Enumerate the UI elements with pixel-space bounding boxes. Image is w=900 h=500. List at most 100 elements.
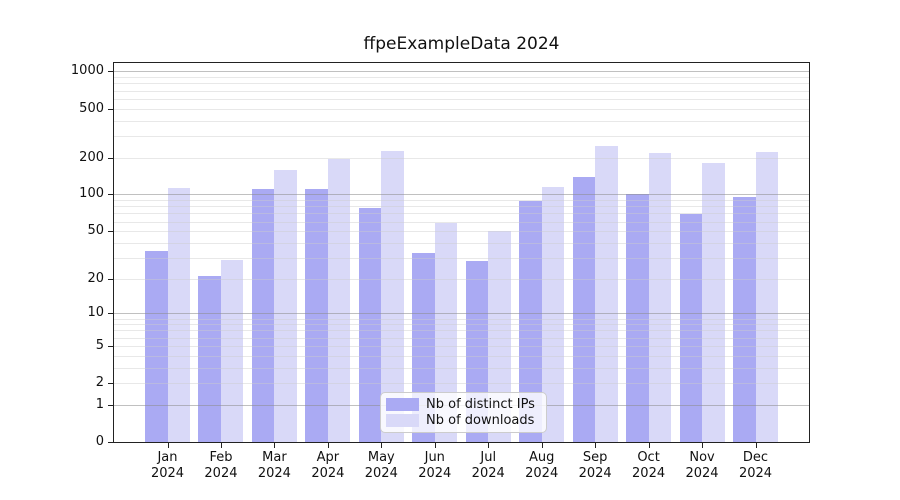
x-tick-mark	[434, 443, 436, 448]
bar-distinct-ips-sep	[572, 176, 596, 442]
bar-distinct-ips-apr	[305, 189, 328, 442]
gridline-minor	[114, 135, 809, 137]
plot-area	[113, 62, 810, 443]
gridline-minor	[114, 257, 809, 259]
gridline-minor	[114, 324, 809, 326]
x-tick-label-nov: Nov 2024	[685, 450, 719, 481]
y-tick-mark	[108, 345, 113, 347]
gridline-minor	[114, 200, 809, 202]
gridline-minor	[114, 330, 809, 332]
x-tick-mark	[755, 443, 757, 448]
x-tick-label-may: May 2024	[364, 450, 398, 481]
y-tick-mark	[108, 108, 113, 110]
y-tick-label: 20	[87, 270, 104, 286]
bar-downloads-jun	[434, 223, 458, 442]
gridline-minor	[114, 98, 809, 100]
bar-downloads-sep	[595, 145, 618, 442]
x-tick-label-mar: Mar 2024	[257, 450, 291, 481]
x-tick-mark	[167, 443, 169, 448]
x-tick-mark	[327, 443, 329, 448]
bar-downloads-may	[381, 150, 404, 442]
x-tick-label-feb: Feb 2024	[204, 450, 238, 481]
bar-distinct-ips-feb	[198, 276, 221, 442]
gridline-minor	[114, 120, 809, 122]
gridline-major	[114, 313, 809, 315]
chart-title: ffpeExampleData 2024	[363, 34, 560, 54]
y-tick-label: 2	[95, 375, 104, 391]
x-tick-label-jul: Jul 2024	[471, 450, 505, 481]
x-tick-mark	[595, 443, 597, 448]
x-tick-label-oct: Oct 2024	[632, 450, 666, 481]
bar-downloads-jan	[167, 188, 190, 442]
bar-downloads-dec	[755, 151, 778, 442]
bar-distinct-ips-aug	[519, 201, 542, 442]
gridline-minor	[114, 83, 809, 85]
gridline-minor	[114, 383, 809, 385]
y-tick-mark	[108, 404, 113, 406]
x-tick-mark	[702, 443, 704, 448]
x-tick-mark	[488, 443, 490, 448]
gridline-minor	[114, 213, 809, 215]
gridline-minor	[114, 231, 809, 233]
y-tick-mark	[108, 71, 113, 73]
x-tick-label-apr: Apr 2024	[311, 450, 345, 481]
legend-item-downloads: Nb of downloads	[386, 413, 538, 428]
gridline-major	[114, 71, 809, 73]
legend: Nb of distinct IPs Nb of downloads	[380, 392, 547, 433]
y-tick-mark	[108, 442, 113, 443]
y-tick-label: 10	[87, 305, 104, 321]
y-tick-mark	[108, 231, 113, 233]
grid-layer	[114, 63, 809, 442]
x-tick-mark	[648, 443, 650, 448]
bar-distinct-ips-jan	[145, 251, 168, 442]
y-tick-label: 100	[79, 186, 104, 202]
bar-downloads-nov	[702, 163, 725, 442]
x-tick-label-dec: Dec 2024	[738, 450, 773, 481]
y-tick-label: 5	[95, 337, 104, 353]
gridline-major	[114, 194, 809, 196]
bar-downloads-mar	[274, 170, 297, 442]
bar-distinct-ips-may	[358, 207, 382, 442]
y-tick-label: 1	[95, 396, 104, 412]
gridline-minor	[114, 221, 809, 223]
x-tick-label-jun: Jun 2024	[418, 450, 452, 481]
bar-downloads-apr	[327, 158, 351, 442]
gridline-minor	[114, 77, 809, 79]
bar-downloads-aug	[541, 187, 565, 442]
y-tick-label: 200	[79, 149, 104, 165]
gridline-minor	[114, 318, 809, 320]
bars-layer	[114, 63, 809, 442]
bar-distinct-ips-oct	[626, 194, 649, 442]
gridline-minor	[114, 242, 809, 244]
bar-downloads-jul	[488, 231, 511, 442]
gridline-minor	[114, 108, 809, 110]
gridline-minor	[114, 206, 809, 208]
legend-swatch-downloads	[386, 414, 419, 427]
y-tick-mark	[108, 313, 113, 315]
x-tick-mark	[381, 443, 383, 448]
x-tick-mark	[220, 443, 222, 448]
gridline-minor	[114, 337, 809, 339]
bar-distinct-ips-nov	[679, 214, 703, 442]
legend-label-distinct-ips: Nb of distinct IPs	[426, 397, 535, 412]
gridline-minor	[114, 278, 809, 280]
legend-label-downloads: Nb of downloads	[426, 413, 535, 428]
gridline-minor	[114, 367, 809, 369]
bar-downloads-feb	[220, 259, 244, 442]
bar-distinct-ips-dec	[733, 197, 756, 442]
gridline-minor	[114, 345, 809, 347]
y-tick-label: 1000	[70, 63, 104, 79]
y-tick-label: 500	[79, 100, 104, 116]
y-tick-mark	[108, 383, 113, 385]
legend-item-distinct-ips: Nb of distinct IPs	[386, 397, 538, 412]
bar-downloads-oct	[648, 152, 672, 442]
legend-swatch-distinct-ips	[386, 398, 419, 411]
y-tick-mark	[108, 157, 113, 159]
gridline-minor	[114, 90, 809, 92]
x-tick-label-jan: Jan 2024	[150, 450, 185, 481]
y-tick-mark	[108, 278, 113, 280]
gridline-minor	[114, 355, 809, 357]
bar-distinct-ips-mar	[251, 188, 275, 442]
x-tick-mark	[541, 443, 543, 448]
